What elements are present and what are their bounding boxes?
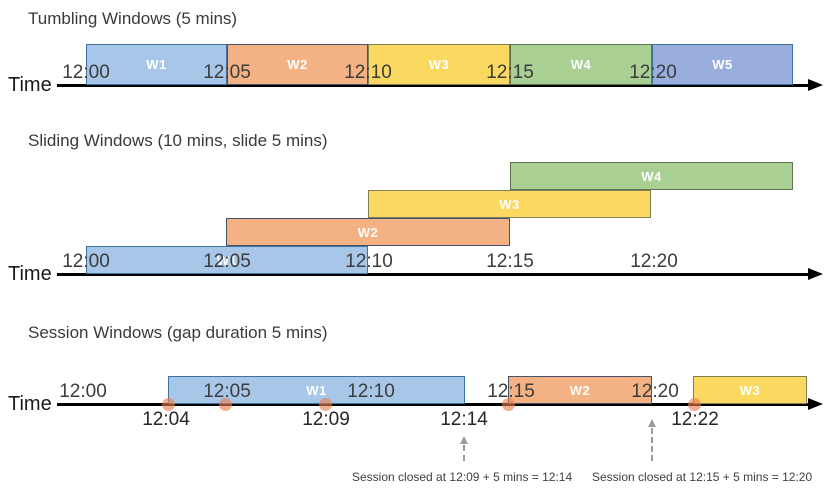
arrowhead-icon bbox=[648, 419, 656, 427]
arrowhead-icon bbox=[460, 436, 468, 444]
session-annotation: Session closed at 12:15 + 5 mins = 12:20 bbox=[592, 470, 813, 484]
axis-time-label: 12:10 bbox=[345, 251, 393, 272]
window-label: W3 bbox=[739, 382, 761, 398]
window-bar-sliding-w2: W2 bbox=[226, 218, 510, 246]
event-dot-icon bbox=[218, 397, 232, 411]
event-time-label: 12:14 bbox=[440, 409, 488, 430]
axis-time-label: 12:00 bbox=[62, 251, 110, 272]
axis-time-label: 12:20 bbox=[629, 62, 677, 83]
section-title-sliding: Sliding Windows (10 mins, slide 5 mins) bbox=[28, 131, 328, 150]
axis-time-label: 12:00 bbox=[59, 381, 107, 402]
window-bar-tumbling-w3: W3 bbox=[368, 44, 510, 85]
section-title-tumbling: Tumbling Windows (5 mins) bbox=[28, 9, 238, 28]
event-time-label: 12:04 bbox=[142, 409, 190, 430]
axis-time-label: 12:20 bbox=[631, 381, 679, 402]
axis-time-label: 12:15 bbox=[487, 381, 535, 402]
window-label: W2 bbox=[569, 382, 591, 398]
window-bar-tumbling-w2: W2 bbox=[227, 44, 368, 85]
arrow-tail bbox=[463, 445, 465, 461]
axis-arrowhead-icon bbox=[808, 268, 823, 280]
window-label: W3 bbox=[428, 57, 450, 72]
window-bar-tumbling-w4: W4 bbox=[510, 44, 652, 85]
window-bar-session-w1: W1 bbox=[168, 376, 465, 404]
time-axis-tumbling bbox=[57, 84, 809, 87]
session-annotation: Session closed at 12:09 + 5 mins = 12:14 bbox=[352, 470, 573, 484]
axis-time-label: 12:05 bbox=[203, 251, 251, 272]
axis-arrowhead-icon bbox=[808, 79, 823, 91]
window-bar-tumbling-w1: W1 bbox=[86, 44, 227, 85]
window-label: W4 bbox=[570, 57, 592, 72]
callout-up-arrow-icon bbox=[459, 436, 470, 461]
window-label: W1 bbox=[216, 252, 238, 268]
time-axis-caption-sliding: Time bbox=[8, 263, 52, 285]
axis-time-label: 12:20 bbox=[630, 251, 678, 272]
time-axis-caption-session: Time bbox=[8, 393, 52, 415]
axis-arrowhead-icon bbox=[808, 398, 823, 410]
window-bar-sliding-w3: W3 bbox=[368, 190, 651, 218]
event-dot-icon bbox=[501, 397, 515, 411]
window-label: W1 bbox=[146, 57, 167, 72]
window-label: W2 bbox=[287, 57, 308, 72]
event-dot-icon bbox=[318, 397, 332, 411]
window-bar-sliding-w1: W1 bbox=[86, 246, 368, 274]
time-axis-session bbox=[57, 403, 809, 406]
event-dot-icon bbox=[161, 397, 175, 411]
time-axis-sliding bbox=[57, 273, 809, 276]
section-title-session: Session Windows (gap duration 5 mins) bbox=[28, 323, 328, 342]
window-label: W5 bbox=[712, 57, 733, 72]
event-time-label: 12:09 bbox=[302, 409, 350, 430]
event-time-label: 12:22 bbox=[671, 409, 719, 430]
axis-time-label: 12:05 bbox=[203, 381, 251, 402]
window-label: W1 bbox=[306, 382, 327, 398]
axis-time-label: 12:05 bbox=[203, 62, 251, 83]
window-bar-session-w2: W2 bbox=[508, 376, 652, 404]
axis-time-label: 12:10 bbox=[347, 381, 395, 402]
window-label: W3 bbox=[499, 196, 520, 212]
axis-time-label: 12:10 bbox=[344, 62, 392, 83]
axis-time-label: 12:15 bbox=[486, 251, 534, 272]
event-dot-icon bbox=[687, 397, 701, 411]
axis-time-label: 12:00 bbox=[62, 62, 110, 83]
callout-up-arrow-icon bbox=[647, 419, 658, 461]
window-label: W2 bbox=[357, 224, 379, 240]
time-axis-caption-tumbling: Time bbox=[8, 74, 52, 96]
window-label: W4 bbox=[641, 168, 662, 184]
window-bar-sliding-w4: W4 bbox=[510, 162, 793, 190]
arrow-tail bbox=[651, 428, 653, 461]
axis-time-label: 12:15 bbox=[486, 62, 534, 83]
window-bar-tumbling-w5: W5 bbox=[652, 44, 793, 85]
window-bar-session-w3: W3 bbox=[693, 376, 807, 404]
